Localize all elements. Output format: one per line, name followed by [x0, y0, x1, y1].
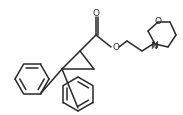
Text: O: O [92, 8, 100, 17]
Text: N: N [152, 41, 158, 50]
Text: O: O [113, 43, 119, 52]
Text: O: O [154, 17, 162, 26]
Text: N: N [151, 42, 157, 51]
